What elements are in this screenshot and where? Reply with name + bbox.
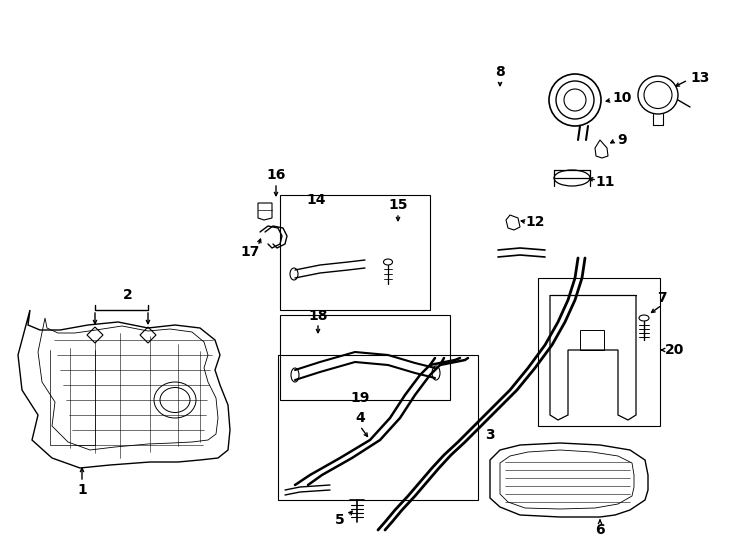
Text: 4: 4 — [355, 411, 365, 425]
Text: 9: 9 — [617, 133, 627, 147]
Bar — [278, 355, 478, 500]
Text: 13: 13 — [690, 71, 710, 85]
Text: 11: 11 — [595, 175, 615, 189]
Text: 2: 2 — [123, 288, 133, 302]
Text: 7: 7 — [657, 291, 666, 305]
Text: 17: 17 — [240, 245, 260, 259]
Text: 1: 1 — [77, 483, 87, 497]
Text: 12: 12 — [526, 215, 545, 229]
Text: 8: 8 — [495, 65, 505, 79]
Text: 18: 18 — [308, 309, 328, 323]
Text: 20: 20 — [665, 343, 685, 357]
Text: 14: 14 — [306, 193, 326, 207]
Bar — [538, 278, 660, 426]
Text: 16: 16 — [266, 168, 286, 182]
Text: 5: 5 — [335, 513, 345, 527]
Text: 19: 19 — [350, 391, 370, 405]
Text: 3: 3 — [485, 428, 495, 442]
Bar — [280, 315, 450, 400]
Text: 15: 15 — [388, 198, 408, 212]
Text: 10: 10 — [612, 91, 632, 105]
Bar — [280, 195, 430, 310]
Text: 6: 6 — [595, 523, 605, 537]
